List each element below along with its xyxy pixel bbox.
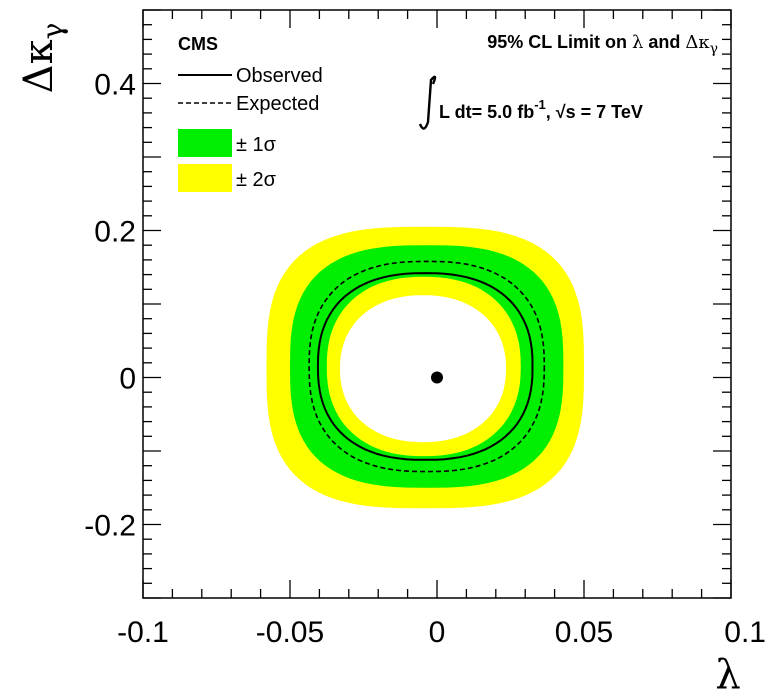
y-tick-label: 0 (119, 363, 136, 396)
x-tick-label: 0.05 (555, 616, 613, 649)
best-fit-point (431, 372, 443, 384)
y-axis-title: Δκγ (16, 23, 69, 94)
lumi-annotation: L dt= 5.0 fb-1, √s = 7 TeV (439, 97, 643, 122)
legend-title: CMS (178, 34, 218, 54)
legend-observed-label: Observed (236, 65, 323, 87)
legend-one-sigma-label: ± 1σ (236, 134, 277, 156)
limit-annotation: 95% CL Limit on λ and Δκγ (487, 32, 718, 57)
two-sigma-band-inner (340, 295, 506, 442)
legend-expected-label: Expected (236, 93, 319, 115)
legend: CMS Observed Expected ± 1σ ± 2σ (178, 34, 323, 192)
annotations: 95% CL Limit on λ and Δκγ L dt= 5.0 fb-1, √… (420, 32, 718, 129)
y-tick-label: -0.2 (84, 510, 136, 543)
x-tick-label: 0 (429, 616, 446, 649)
y-tick-label: 0.2 (94, 216, 136, 249)
integral-sign-icon (420, 77, 435, 129)
y-tick-label: 0.4 (94, 69, 136, 102)
legend-two-sigma-swatch (178, 164, 232, 192)
x-tick-label: -0.1 (117, 616, 169, 649)
x-tick-label: 0.1 (724, 616, 766, 649)
x-axis-title: λ (715, 652, 740, 695)
legend-one-sigma-swatch (178, 129, 232, 157)
x-tick-label: -0.05 (256, 616, 324, 649)
legend-two-sigma-label: ± 2σ (236, 169, 277, 191)
